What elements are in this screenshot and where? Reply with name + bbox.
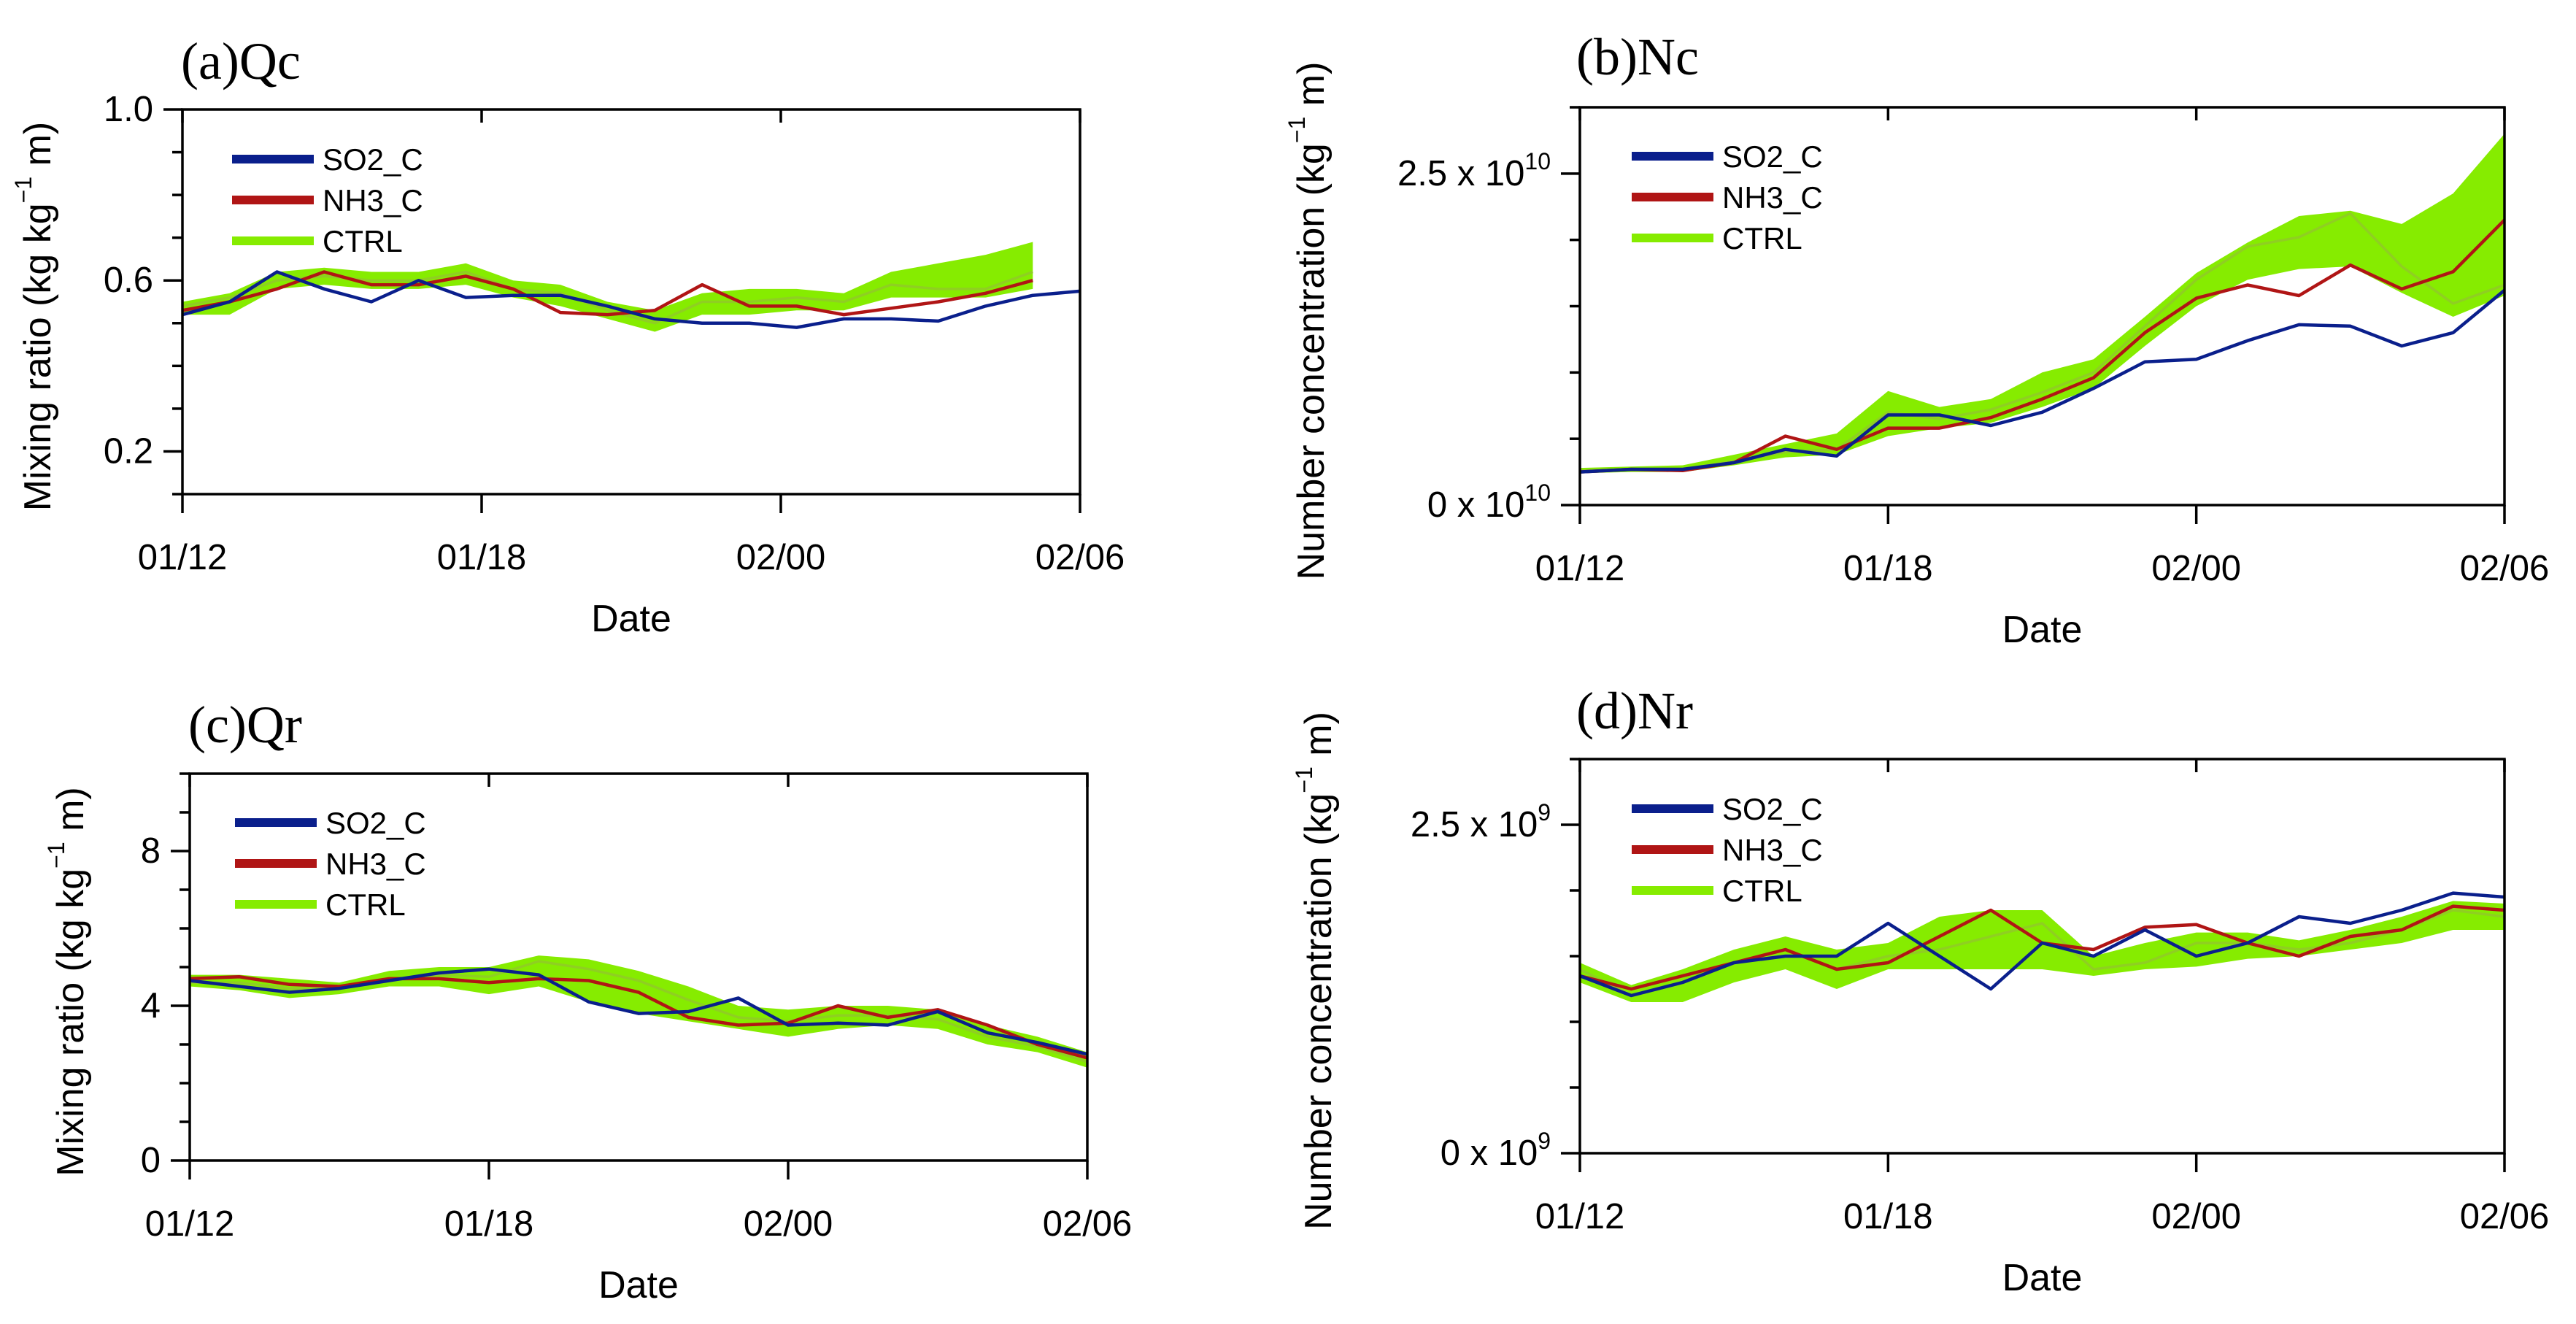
panel-d: 0 x 109 2.5 x 109 01/12 01/18 02/00 02/06 Date… [1291,682,2549,1299]
legend-label: CTRL [1722,874,1802,908]
x-axis-title: Date [2002,609,2083,651]
x-tick-label: 02/00 [2151,1197,2241,1236]
plot-frame [1578,106,2506,507]
series-line-nh3_c [189,975,1088,1060]
legend: SO2_C NH3_C CTRL [232,142,423,258]
y-tick-label: 1.0 [104,90,153,129]
x-tick-label: 02/06 [1036,538,1125,577]
legend-label: CTRL [325,888,406,922]
y-tick-label: 0 x 1010 [1427,480,1551,525]
legend-label: CTRL [1722,221,1802,255]
series-line-so2_c [189,967,1088,1056]
ctrl-range-band [190,955,1087,1068]
x-axis-title: Date [2002,1257,2083,1299]
panel-a: 0.2 0.6 1.0 01/12 01/18 02/00 02/06 Date Mixing … [10,32,1125,640]
legend-label: NH3_C [325,847,426,881]
panel-c: 0 4 8 01/12 01/18 02/00 02/06 Date Mixing ratio … [43,696,1132,1306]
x-tick-label: 02/06 [2460,1197,2550,1236]
y-tick-label: 2.5 x 109 [1411,799,1551,844]
y-tick-label: 0 [141,1141,161,1180]
panel-title: (d)Nr [1576,682,1693,740]
x-tick-label: 02/06 [2460,549,2550,588]
x-tick-label: 01/12 [138,538,228,577]
legend-label: NH3_C [323,183,423,218]
legend-label: NH3_C [1722,833,1823,867]
x-tick-label: 02/00 [2151,549,2241,588]
series-line-so2_c [1579,288,2506,474]
y-axis-title: Mixing ratio (kg kg−1 m) [10,122,58,512]
y-tick-label: 0 x 109 [1441,1128,1551,1173]
x-tick-label: 01/12 [1535,549,1625,588]
plot-frame [181,108,1081,496]
legend: SO2_C NH3_C CTRL [235,806,426,922]
y-tick-label: 0.2 [104,431,153,471]
y-axis-title: Number concentration (kg−1 m) [1291,712,1339,1230]
series-line-so2_c [182,270,1081,329]
x-tick-label: 02/00 [744,1204,833,1244]
y-tick-label: 0.6 [104,261,153,300]
series-line-ctrl [182,270,1033,325]
panel-title: (c)Qr [188,696,302,754]
y-tick-label: 2.5 x 1010 [1397,148,1551,193]
x-tick-label: 01/12 [145,1204,235,1244]
x-tick-label: 02/06 [1043,1204,1133,1244]
panel-b: 0 x 1010 2.5 x 1010 01/12 01/18 02/00 02/06 Da… [1284,28,2549,651]
x-tick-label: 01/12 [1535,1197,1625,1236]
y-axis-title: Number concentration (kg−1 m) [1284,62,1332,580]
x-tick-label: 01/18 [1843,549,1933,588]
ctrl-range-band [1580,901,2504,1002]
y-tick-label: 4 [141,986,161,1025]
series-line-nh3_c [182,270,1033,317]
legend-label: CTRL [323,224,403,258]
x-axis-title: Date [591,598,671,640]
x-tick-label: 01/18 [1843,1197,1933,1236]
x-axis-title: Date [598,1264,679,1306]
legend-label: SO2_C [1722,139,1823,174]
legend-label: SO2_C [1722,792,1823,826]
y-tick-label: 8 [141,831,161,871]
x-tick-label: 01/18 [444,1204,534,1244]
x-tick-label: 02/00 [736,538,826,577]
ctrl-range-band [1580,134,2504,474]
legend: SO2_C NH3_C CTRL [1632,792,1823,908]
series-line-so2_c [1579,891,2505,998]
legend-label: SO2_C [325,806,426,840]
panel-title: (a)Qc [181,32,301,91]
x-tick-label: 01/18 [437,538,527,577]
legend-label: NH3_C [1722,180,1823,215]
panel-title: (b)Nc [1576,28,1699,86]
legend: SO2_C NH3_C CTRL [1632,139,1823,255]
plot-frame [188,772,1089,1162]
y-axis-title: Mixing ratio (kg kg−1 m) [43,787,91,1177]
legend-label: SO2_C [323,142,423,177]
